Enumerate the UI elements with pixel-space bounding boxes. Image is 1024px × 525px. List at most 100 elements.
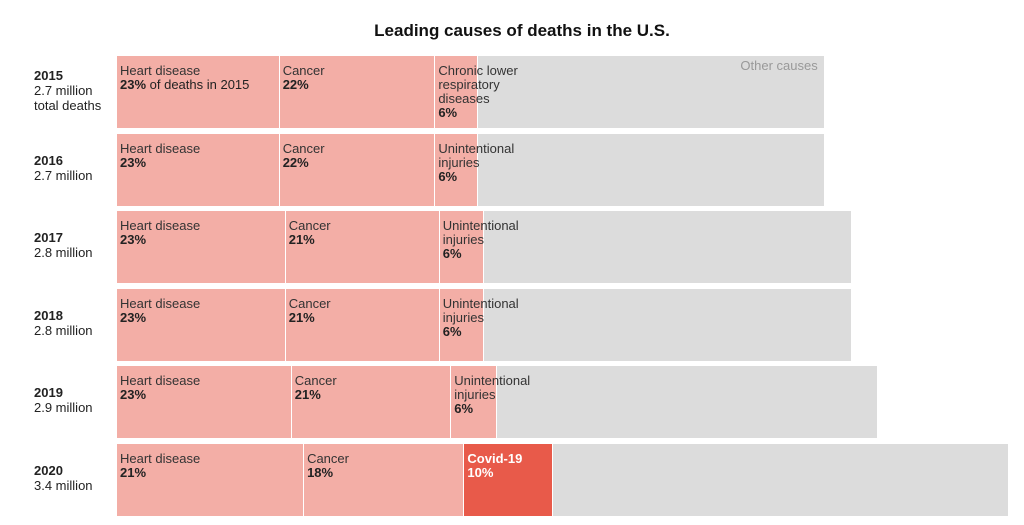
cause-name: Cancer [307, 450, 349, 466]
percent-suffix: of deaths in 2015 [146, 77, 250, 92]
year-label: 2015 2.7 million total deaths [34, 68, 101, 113]
cause-name: Cancer [282, 63, 325, 78]
cause-percent: 22% [282, 154, 325, 170]
year-text: 2019 [34, 385, 63, 400]
cause-percent: 21% [295, 388, 337, 402]
total-deaths-text: 2.9 million [34, 400, 93, 415]
segment-label: Chronic lower respiratory diseases 6% [438, 64, 517, 120]
percent-value: 18% [307, 464, 334, 480]
segment-cancer: Cancer 22% [279, 56, 436, 128]
segment-cancer: Cancer 21% [285, 211, 440, 283]
cause-name: Cancer [282, 140, 325, 156]
segment-unintentional-injuries: Unintentional injuries 6% [439, 211, 519, 283]
cause-percent: 23% of deaths in 2015 [120, 78, 249, 92]
segment-heart-disease: Heart disease 21% [117, 443, 305, 516]
cause-name: Heart disease [120, 295, 201, 311]
year-label: 2016 2.7 million [34, 153, 93, 183]
segment-unintentional-injuries: Unintentional injuries 6% [435, 133, 514, 206]
year-row-2019: 2019 2.9 million Heart disease 23% Cancer 21%… [0, 366, 1024, 438]
cause-percent: 6% [454, 402, 530, 416]
segment-cancer: Cancer 22% [279, 133, 436, 206]
segment-label: Unintentional injuries 6% [454, 374, 530, 416]
segment-heart-disease: Heart disease 23% [117, 133, 280, 206]
cause-name: Cancer [288, 295, 331, 311]
segment-label: Unintentional injuries 6% [442, 296, 519, 339]
cause-name: Cancer [294, 373, 337, 388]
year-label: 2017 2.8 million [34, 230, 93, 260]
segment-covid-19: Covid-19 10% [464, 443, 554, 516]
percent-value: 6% [442, 323, 462, 339]
percent-value: 21% [294, 387, 321, 402]
segment-heart-disease: Heart disease 23% [117, 366, 292, 438]
year-row-2018: 2018 2.8 million Heart disease 23% Cancer 21%… [0, 288, 1024, 361]
percent-value: 21% [288, 232, 315, 247]
percent-value: 10% [467, 464, 494, 480]
segment-label: Cancer 21% [288, 295, 331, 325]
segment-label: Cancer 22% [282, 140, 325, 170]
cause-name: Heart disease [120, 373, 201, 388]
other-causes-label: Other causes [740, 58, 818, 73]
cause-name: Heart disease [120, 218, 201, 233]
segment-label: Heart disease 23% [120, 374, 200, 402]
year-row-2016: 2016 2.7 million Heart disease 23% Cancer 22%… [0, 133, 1024, 206]
year-text: 2017 [34, 230, 63, 245]
segment-cancer: Cancer 21% [285, 288, 440, 361]
percent-value: 23% [120, 232, 147, 247]
cause-name: Unintentional injuries [442, 218, 519, 247]
year-label: 2020 3.4 million [34, 463, 93, 493]
cause-percent: 10% [467, 464, 522, 480]
percent-value: 6% [438, 168, 458, 184]
segment-label: Cancer 22% [283, 64, 325, 92]
cause-name: Heart disease [120, 450, 201, 466]
percent-value: 21% [288, 309, 315, 325]
cause-percent: 23% [120, 233, 200, 247]
percent-value: 23% [120, 77, 147, 92]
segment-unintentional-injuries: Unintentional injuries 6% [439, 288, 519, 361]
total-deaths-text: 2.8 million [34, 245, 93, 260]
segment-label: Covid-19 10% [467, 450, 523, 480]
percent-value: 6% [442, 246, 462, 261]
percent-value: 21% [120, 464, 147, 480]
cause-name: Unintentional injuries [438, 140, 515, 170]
cause-percent: 6% [443, 247, 519, 261]
total-deaths-text: 2.7 million total deaths [34, 83, 102, 113]
cause-percent: 21% [289, 233, 331, 247]
year-row-2020: 2020 3.4 million Heart disease 21% Cancer 18%… [0, 443, 1024, 516]
year-text: 2016 [34, 152, 63, 168]
cause-percent: 6% [438, 168, 514, 184]
cause-name: Cancer [288, 218, 331, 233]
segment-label: Unintentional injuries 6% [443, 219, 519, 261]
cause-name: Heart disease [120, 140, 201, 156]
segment-label: Heart disease 23% [120, 219, 200, 247]
segment-label: Cancer 18% [307, 450, 349, 480]
year-label: 2019 2.9 million [34, 385, 93, 415]
percent-value: 6% [454, 401, 474, 416]
cause-percent: 6% [442, 323, 519, 339]
segment-cancer: Cancer 21% [291, 366, 452, 438]
cause-name: Unintentional injuries [454, 373, 531, 402]
cause-name: Chronic lower respiratory diseases [438, 63, 518, 106]
year-text: 2015 [34, 68, 63, 83]
segment-unintentional-injuries: Unintentional injuries 6% [451, 366, 530, 438]
segment-label: Heart disease 21% [120, 450, 201, 480]
cause-percent: 6% [438, 106, 517, 120]
percent-value: 22% [282, 154, 309, 170]
cause-name: Covid-19 [467, 450, 523, 466]
cause-percent: 22% [283, 78, 325, 92]
segment-label: Cancer 21% [295, 374, 337, 402]
year-row-2017: 2017 2.8 million Heart disease 23% Cancer 21%… [0, 211, 1024, 283]
year-text: 2020 [34, 462, 63, 478]
year-text: 2018 [34, 307, 63, 323]
cause-percent: 18% [307, 464, 349, 480]
segment-label: Heart disease 23% [120, 295, 201, 325]
cause-percent: 21% [120, 464, 200, 480]
segment-label: Unintentional injuries 6% [438, 140, 515, 184]
total-deaths-text: 2.7 million [34, 167, 93, 183]
segment-cancer: Cancer 18% [304, 443, 465, 516]
total-deaths-text: 3.4 million [34, 477, 93, 493]
segment-label: Cancer 21% [289, 219, 331, 247]
cause-percent: 23% [120, 154, 200, 170]
percent-value: 23% [120, 154, 147, 170]
segment-heart-disease: Heart disease 23% [117, 211, 286, 283]
